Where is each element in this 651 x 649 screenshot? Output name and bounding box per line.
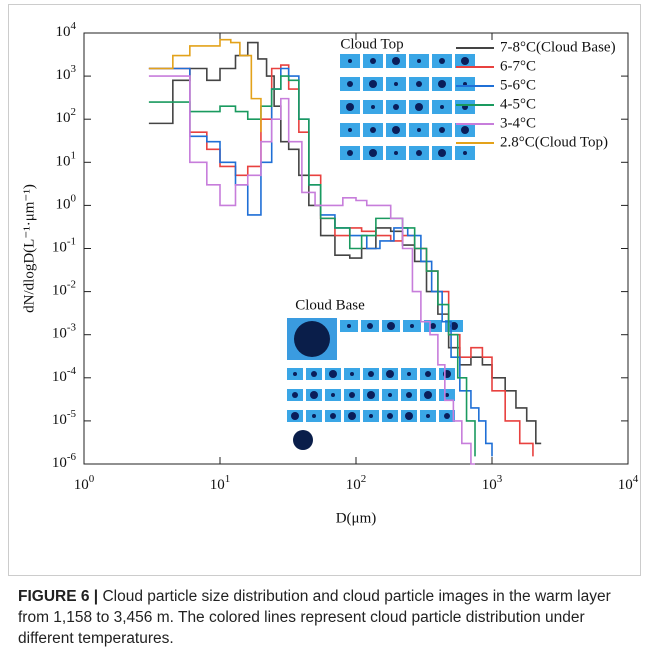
particle [348,59,352,63]
particle [371,105,375,109]
legend-label: 3-4°C [500,115,536,131]
x-tick-label: 103 [482,473,503,494]
x-axis-label: D(μm) [336,510,377,526]
particle [293,372,297,376]
particle [348,128,352,132]
annotation: Cloud Top [340,36,403,52]
particle [329,370,337,378]
y-tick-label: 103 [56,63,77,84]
y-tick-label: 101 [56,149,77,170]
y-axis-label: dN/dlogD(L⁻¹·μm⁻¹) [21,184,37,313]
y-tick-label: 10-6 [52,451,77,472]
page: {"chart_data":{"type":"line","step":"pos… [0,0,651,643]
y-tick-label: 10-3 [52,321,77,342]
y-tick-label: 104 [56,20,77,41]
particle [415,103,423,111]
particle [416,81,422,87]
y-tick-label: 10-2 [52,278,76,299]
particle [347,324,351,328]
particle [416,150,422,156]
particle [291,412,299,420]
particle [444,413,450,419]
particle [387,413,393,419]
legend-label: 7-8°C(Cloud Base) [500,39,616,55]
particle [417,59,421,63]
particle [463,151,467,155]
caption-text: Cloud particle size distribution and clo… [18,588,611,647]
legend-label: 4-5°C [500,96,536,112]
particle [310,391,318,399]
particle [388,393,392,397]
particle [370,127,376,133]
legend-label: 2.8°C(Cloud Top) [500,134,608,150]
particle [369,149,377,157]
particle [292,392,298,398]
particle [346,103,354,111]
particle [438,149,446,157]
particle [406,392,412,398]
particle [369,414,373,418]
particle [331,393,335,397]
particle [393,104,399,110]
particle [347,150,353,156]
particle [347,81,353,87]
particle [294,321,330,357]
particle [311,371,317,377]
particle [387,322,395,330]
particle [350,372,354,376]
particle [424,391,432,399]
particle [369,80,377,88]
particle [368,371,374,377]
series-line [149,40,261,132]
particle [440,105,444,109]
chart: 100 101 102 103 104 10-6 10-5 10-4 10-3 10-2 10-1 1… [0,0,651,580]
particle [430,323,436,329]
particle [461,57,469,65]
legend-label: 5-6°C [500,77,536,93]
particle [461,126,469,134]
particle [439,127,445,133]
particle [438,80,446,88]
y-tick-label: 10-1 [52,235,76,256]
particle [410,324,414,328]
particle [392,126,400,134]
particle [426,414,430,418]
caption-label: FIGURE 6 | [18,588,98,605]
y-tick-label: 100 [56,192,77,213]
particle [405,412,413,420]
particle [392,57,400,65]
y-tick-label: 102 [56,106,77,127]
particle [394,151,398,155]
particle [330,413,336,419]
particle [370,58,376,64]
y-tick-label: 10-4 [52,364,77,385]
particle [367,391,375,399]
caption: FIGURE 6 | Cloud particle size distribut… [18,586,638,649]
y-tick-label: 10-5 [52,407,77,428]
legend-label: 6-7°C [500,58,536,74]
particle [367,323,373,329]
particle [312,414,316,418]
particle [425,371,431,377]
x-tick-label: 100 [74,473,95,494]
particle [439,58,445,64]
x-tick-label: 104 [618,473,639,494]
particle [394,82,398,86]
annotation: Cloud Base [295,297,365,313]
x-tick-label: 102 [346,473,367,494]
particle [293,430,313,450]
particle [386,370,394,378]
particle [407,372,411,376]
particle [417,128,421,132]
x-tick-label: 101 [210,473,231,494]
particle [349,392,355,398]
particle [348,412,356,420]
